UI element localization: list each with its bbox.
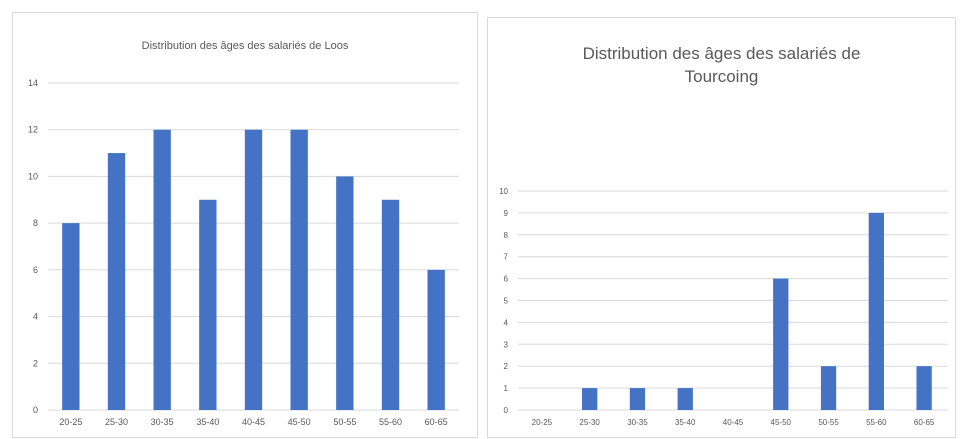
bar xyxy=(153,129,171,410)
x-tick-label: 25-30 xyxy=(105,417,128,427)
x-tick-label: 30-35 xyxy=(151,417,174,427)
y-tick-label: 7 xyxy=(504,253,509,262)
bar xyxy=(629,388,646,410)
bar xyxy=(290,129,308,410)
bar xyxy=(244,129,263,410)
bar xyxy=(916,366,932,410)
y-tick-label: 10 xyxy=(28,171,38,181)
bar xyxy=(427,269,445,410)
bar xyxy=(62,223,80,410)
y-tick-label: 1 xyxy=(504,384,509,393)
bar xyxy=(820,366,837,410)
x-tick-label: 50-55 xyxy=(818,418,839,427)
bar xyxy=(336,176,354,410)
x-tick-label: 55-60 xyxy=(866,418,887,427)
x-tick-label: 25-30 xyxy=(579,418,600,427)
chart-panel-tourcoing: Distribution des âges des salariés de To… xyxy=(487,17,956,438)
x-tick-label: 45-50 xyxy=(771,418,792,427)
x-tick-label: 55-60 xyxy=(379,417,402,427)
y-tick-label: 6 xyxy=(504,275,509,284)
y-tick-label: 8 xyxy=(33,218,38,228)
y-tick-label: 12 xyxy=(28,125,38,135)
y-tick-label: 5 xyxy=(504,297,509,306)
x-tick-label: 20-25 xyxy=(532,418,553,427)
bar xyxy=(677,388,693,410)
bar xyxy=(107,153,126,411)
bar xyxy=(381,199,400,410)
y-tick-label: 8 xyxy=(504,231,509,240)
bar xyxy=(868,212,884,410)
y-tick-label: 4 xyxy=(33,312,38,322)
chart-panel-loos: Distribution des âges des salariés de Lo… xyxy=(12,12,478,438)
y-tick-label: 10 xyxy=(499,187,508,196)
x-tick-label: 50-55 xyxy=(333,417,356,427)
y-tick-label: 0 xyxy=(33,405,38,415)
x-tick-label: 20-25 xyxy=(59,417,82,427)
y-tick-label: 2 xyxy=(33,358,38,368)
bar xyxy=(582,388,598,410)
y-tick-label: 9 xyxy=(504,209,509,218)
chart-title: Distribution des âges des salariés de Lo… xyxy=(141,40,349,52)
x-tick-label: 45-50 xyxy=(288,417,311,427)
x-tick-label: 40-45 xyxy=(723,418,744,427)
x-tick-label: 35-40 xyxy=(196,417,219,427)
x-tick-label: 60-65 xyxy=(914,418,935,427)
y-tick-label: 6 xyxy=(33,265,38,275)
bar xyxy=(773,278,789,410)
y-tick-label: 0 xyxy=(504,406,509,415)
x-tick-label: 35-40 xyxy=(675,418,696,427)
x-tick-label: 60-65 xyxy=(425,417,448,427)
x-tick-label: 40-45 xyxy=(242,417,265,427)
bar xyxy=(199,199,217,410)
y-tick-label: 4 xyxy=(504,318,509,327)
bar-chart-loos: 0 2 4 6 8 10 12 14 20-25 25-30 30-35 35-40 40-45 45-5… xyxy=(28,78,459,427)
y-tick-label: 2 xyxy=(504,362,509,371)
y-tick-label: 3 xyxy=(504,340,509,349)
y-tick-label: 14 xyxy=(28,78,38,88)
bar-chart-tourcoing: 0 1 2 3 4 5 6 7 8 9 10 20-25 25-30 30-35 35-40 40-45 45-… xyxy=(499,187,948,427)
x-tick-label: 30-35 xyxy=(627,418,648,427)
chart-title: Distribution des âges des salariés de To… xyxy=(582,44,861,86)
